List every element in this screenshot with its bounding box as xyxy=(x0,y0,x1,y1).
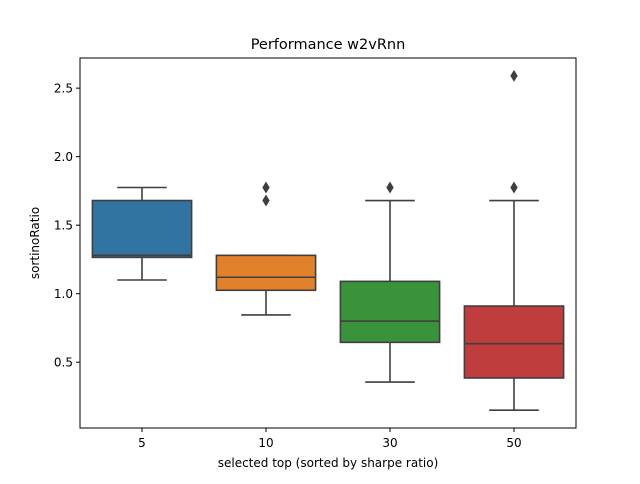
box-iqr xyxy=(463,305,565,379)
y-axis-label: sortinoRatio xyxy=(28,207,42,279)
y-tick-label: 2.0 xyxy=(54,150,73,164)
y-tick-label: 1.0 xyxy=(54,287,73,301)
plot-area xyxy=(91,69,565,411)
outlier-point xyxy=(386,181,394,194)
x-axis-label: selected top (sorted by sharpe ratio) xyxy=(218,456,439,470)
chart-title: Performance w2vRnn xyxy=(251,37,406,53)
outlier-point xyxy=(262,194,270,207)
y-tick-label: 0.5 xyxy=(54,356,73,370)
box-iqr xyxy=(91,199,193,259)
outlier-point xyxy=(510,69,518,82)
y-tick-label: 2.5 xyxy=(54,82,73,96)
y-tick-label: 1.5 xyxy=(54,219,73,233)
y-axis-ticks: 0.5 1.0 1.5 2.0 2.5 xyxy=(54,82,80,370)
outlier-point xyxy=(262,181,270,194)
box-group-30 xyxy=(339,181,441,383)
box-iqr xyxy=(339,280,441,344)
x-tick-label: 10 xyxy=(258,436,273,450)
x-tick-label: 50 xyxy=(506,436,521,450)
x-tick-label: 5 xyxy=(138,436,146,450)
box-group-10 xyxy=(215,181,317,316)
x-axis-ticks: 5 10 30 50 xyxy=(138,428,522,450)
box-group-5 xyxy=(91,186,193,281)
box-iqr xyxy=(215,254,317,292)
axes-frame xyxy=(79,57,577,429)
outlier-point xyxy=(510,181,518,194)
x-tick-label: 30 xyxy=(382,436,397,450)
box-group-50 xyxy=(463,69,565,411)
